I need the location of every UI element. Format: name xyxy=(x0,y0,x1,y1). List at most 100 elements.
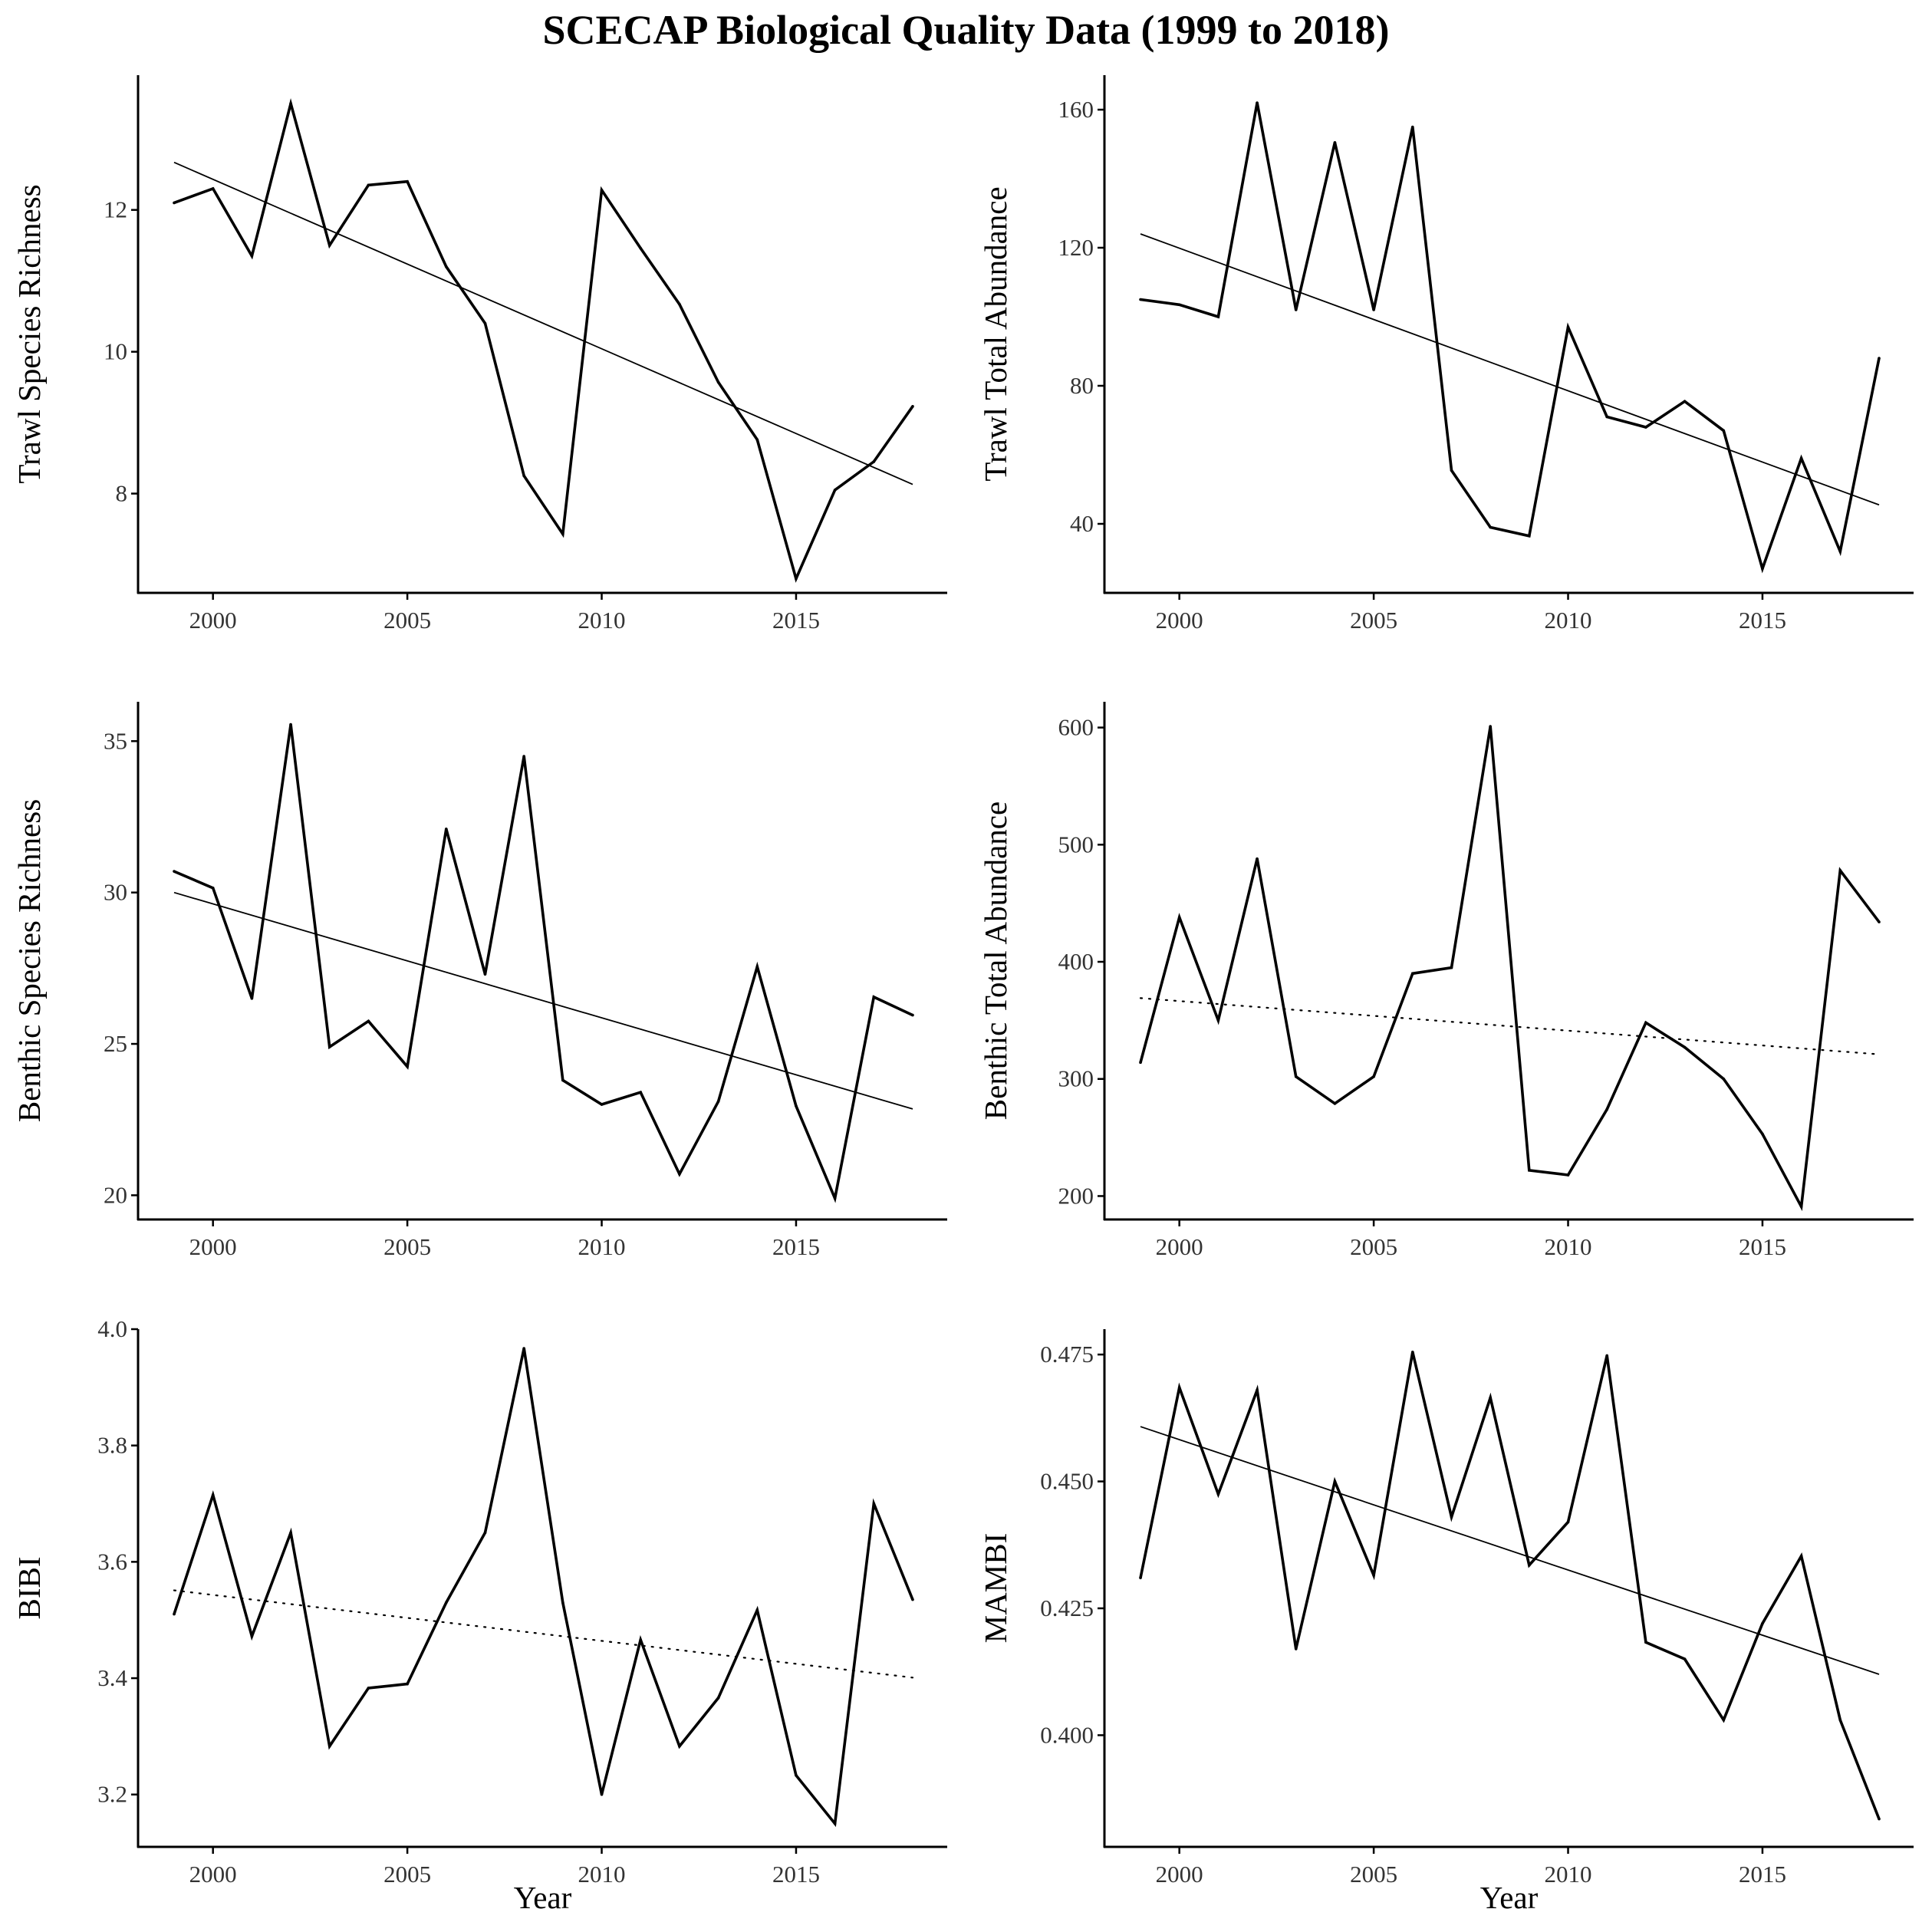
data-point xyxy=(561,532,564,536)
panel-4: 200 300 400 500 600 2000 2005 2010 2015 Benthic T… xyxy=(978,702,1914,1260)
x-tick-label: 2015 xyxy=(1739,1861,1786,1888)
data-point xyxy=(911,1013,914,1017)
data-point xyxy=(444,265,448,268)
series-line xyxy=(173,97,914,583)
y-tick-label: 35 xyxy=(104,727,127,754)
data-point xyxy=(833,1196,837,1200)
x-tick-label: 2015 xyxy=(1739,1233,1786,1260)
trend-line xyxy=(1140,1426,1880,1675)
data-point xyxy=(1410,125,1414,129)
data-point xyxy=(327,1744,331,1748)
data-point xyxy=(1410,972,1414,976)
data-point xyxy=(716,1100,720,1103)
data-point xyxy=(1722,1718,1726,1722)
x-tick-label: 2015 xyxy=(772,1861,820,1888)
data-point xyxy=(250,1634,254,1638)
x-tick-label: 2000 xyxy=(189,1861,237,1888)
data-point xyxy=(1294,308,1298,311)
data-point xyxy=(911,1598,914,1601)
y-tick-label: 80 xyxy=(1070,372,1094,399)
data-point xyxy=(1644,1641,1647,1644)
data-point xyxy=(1256,857,1259,861)
data-point xyxy=(522,1347,525,1350)
data-point xyxy=(1566,1520,1570,1524)
data-point xyxy=(327,244,331,247)
data-point xyxy=(1761,1622,1764,1625)
data-point xyxy=(406,1065,409,1068)
data-point xyxy=(716,1697,720,1700)
data-point xyxy=(1372,1574,1375,1577)
data-point xyxy=(1799,1205,1803,1209)
y-tick-label: 25 xyxy=(104,1030,127,1057)
data-point xyxy=(1799,1555,1803,1558)
data-point xyxy=(1450,966,1453,969)
y-tick-label: 30 xyxy=(104,879,127,906)
data-point xyxy=(755,1608,759,1612)
data-point xyxy=(639,246,643,250)
data-point xyxy=(173,870,176,873)
data-point xyxy=(1761,567,1764,571)
data-point xyxy=(755,965,759,969)
data-point xyxy=(911,405,914,408)
data-point xyxy=(1722,1077,1726,1081)
data-point xyxy=(1566,1173,1570,1177)
data-point xyxy=(406,1682,409,1686)
data-point xyxy=(600,1103,604,1106)
data-point xyxy=(483,973,487,976)
y-tick-label: 600 xyxy=(1058,714,1094,741)
y-axis-title: Trawl Total Abundance xyxy=(978,186,1013,481)
y-tick-label: 10 xyxy=(104,338,127,365)
x-tick-label: 2000 xyxy=(189,607,237,634)
data-point xyxy=(1256,101,1259,104)
data-point xyxy=(1450,1516,1453,1519)
y-tick-label: 500 xyxy=(1058,831,1094,857)
y-tick-label: 0.450 xyxy=(1040,1468,1094,1495)
data-point xyxy=(1605,415,1609,419)
data-point xyxy=(561,1601,564,1605)
series-line xyxy=(1139,1351,1881,1820)
data-point xyxy=(1139,1576,1142,1580)
panel-2: 40 80 120 160 2000 2005 2010 2015 Trawl Total Ab… xyxy=(978,75,1914,634)
panel-6: 0.400 0.425 0.450 0.475 2000 2005 2010 2015 MAMB… xyxy=(978,1329,1914,1915)
data-point xyxy=(173,1612,176,1616)
data-point xyxy=(1644,1021,1647,1025)
y-axis-title: Benthic Total Abundance xyxy=(978,801,1013,1120)
data-point xyxy=(1139,1061,1142,1065)
data-point xyxy=(600,188,604,192)
data-point xyxy=(367,183,370,187)
data-point xyxy=(1528,1169,1531,1172)
x-tick-label: 2010 xyxy=(1545,607,1592,634)
data-point xyxy=(211,886,215,890)
data-point xyxy=(483,321,487,325)
data-point xyxy=(678,1172,681,1176)
data-point xyxy=(1177,303,1181,307)
data-point xyxy=(483,1531,487,1535)
data-point xyxy=(639,1638,643,1641)
data-point xyxy=(639,1091,643,1094)
x-tick-label: 2005 xyxy=(1350,1861,1397,1888)
y-tick-label: 40 xyxy=(1070,510,1094,537)
data-point xyxy=(1838,1718,1842,1722)
data-point xyxy=(327,1045,331,1048)
series-line xyxy=(1139,726,1881,1212)
x-tick-label: 2015 xyxy=(772,607,820,634)
data-point xyxy=(795,1104,798,1108)
x-tick-label: 2005 xyxy=(1350,607,1397,634)
x-tick-label: 2005 xyxy=(383,607,431,634)
data-point xyxy=(367,1687,370,1690)
trend-line xyxy=(1139,997,1881,1055)
trend-line xyxy=(173,891,913,1110)
y-tick-label: 3.2 xyxy=(97,1781,127,1808)
data-point xyxy=(1605,1108,1609,1111)
data-point xyxy=(289,722,292,726)
data-point xyxy=(1683,1657,1687,1660)
y-tick-label: 3.8 xyxy=(97,1432,127,1459)
data-point xyxy=(795,577,798,581)
data-point xyxy=(1878,357,1881,360)
y-axis-title: MAMBI xyxy=(978,1533,1013,1644)
x-tick-label: 2010 xyxy=(578,1233,626,1260)
panel-3: 20 25 30 35 2000 2005 2010 2015 Benthic Species … xyxy=(12,702,947,1260)
data-point xyxy=(833,1822,837,1825)
data-point xyxy=(1644,426,1647,429)
data-point xyxy=(1528,1563,1531,1567)
